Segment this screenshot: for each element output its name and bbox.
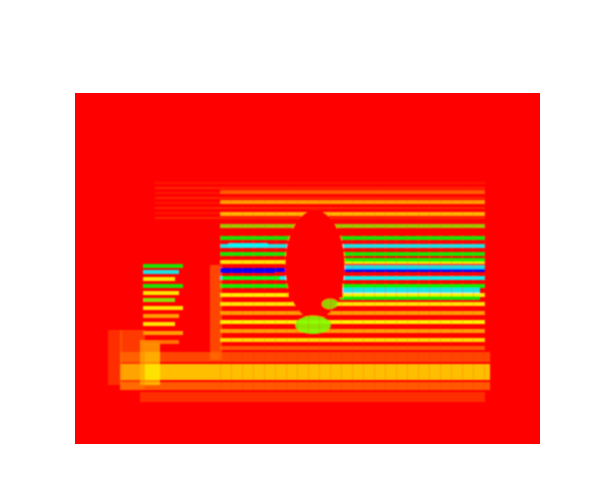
time-frame <box>220 190 221 390</box>
time-frame <box>462 190 463 390</box>
time-frame <box>407 190 408 390</box>
burst1-harmonic <box>143 314 179 318</box>
formant-left <box>228 243 268 247</box>
time-frame <box>341 190 342 390</box>
spectrogram-bands <box>108 182 490 402</box>
time-frame <box>484 190 485 390</box>
formant-right <box>340 288 480 293</box>
time-frame <box>363 190 364 390</box>
formant-left <box>220 268 275 273</box>
time-frame <box>264 190 265 390</box>
time-frame <box>297 190 298 390</box>
formant-right <box>340 258 485 262</box>
time-frame <box>440 190 441 390</box>
formant-right <box>340 265 485 269</box>
time-frame <box>418 190 419 390</box>
formant-right <box>340 296 480 300</box>
low-band <box>120 352 490 362</box>
time-frame <box>352 190 353 390</box>
burst1-harmonic <box>143 322 175 326</box>
time-frame <box>231 190 232 390</box>
burst1-harmonic <box>143 264 183 268</box>
burst1-harmonic <box>143 340 179 344</box>
time-frame <box>308 190 309 390</box>
low-band <box>120 382 490 390</box>
low-blob <box>295 316 331 334</box>
silence-gap <box>288 268 343 298</box>
time-frame <box>451 190 452 390</box>
time-frame <box>330 190 331 390</box>
upper-harmonic <box>155 187 485 189</box>
burst1-harmonic <box>143 270 179 274</box>
upper-harmonic <box>155 182 485 184</box>
time-frame <box>429 190 430 390</box>
burst1-harmonic <box>143 298 175 302</box>
burst1-harmonic <box>143 277 175 281</box>
time-frame <box>473 190 474 390</box>
low-band <box>140 392 485 402</box>
burst1-smear <box>120 330 145 390</box>
time-frame <box>253 190 254 390</box>
formant-left <box>222 276 280 280</box>
burst1-edge <box>210 265 222 360</box>
time-frame <box>286 190 287 390</box>
low-band <box>120 364 490 380</box>
burst1-harmonic <box>143 284 183 288</box>
time-frame <box>385 190 386 390</box>
time-frame <box>319 190 320 390</box>
time-frame <box>396 190 397 390</box>
time-frame <box>242 190 243 390</box>
burst1-harmonic <box>143 291 179 295</box>
time-frame <box>374 190 375 390</box>
burst1-harmonic <box>143 331 183 335</box>
burst1-harmonic <box>143 306 183 310</box>
burst1-smear <box>108 330 122 385</box>
time-frame <box>275 190 276 390</box>
